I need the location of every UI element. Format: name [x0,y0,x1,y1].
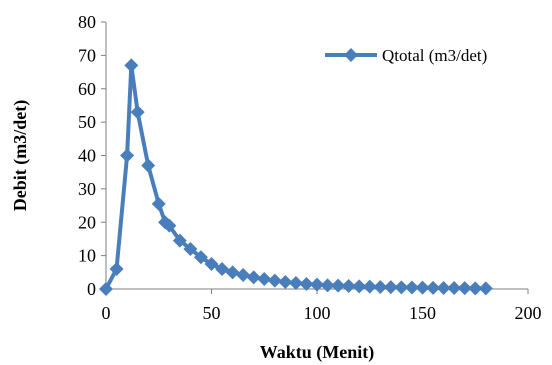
data-point [288,275,303,290]
data-point [257,271,272,286]
data-point [383,280,398,295]
x-axis-title: Waktu (Menit) [260,342,375,363]
y-tick-label: 50 [78,112,96,132]
data-point [436,280,451,295]
data-point [394,280,409,295]
data-point [124,58,139,73]
data-point [215,261,230,276]
data-point [246,270,261,285]
y-tick-label: 10 [78,246,96,266]
data-point [320,278,335,293]
data-point [109,261,124,276]
data-point [468,281,483,296]
y-tick-label: 40 [78,146,96,166]
x-axis-ticks: 0 50 100 150 200 [102,289,542,323]
y-axis-title: Debit (m3/det) [10,100,31,211]
data-point [478,281,493,296]
data-point [225,265,240,280]
x-tick-label: 50 [203,303,221,323]
y-tick-label: 60 [78,79,96,99]
x-tick-label: 200 [515,303,542,323]
data-point [267,273,282,288]
y-tick-label: 30 [78,179,96,199]
data-point [193,250,208,265]
data-point [172,233,187,248]
data-point [299,276,314,291]
data-point [415,280,430,295]
y-tick-label: 0 [87,279,96,299]
legend-label-qtotal: Qtotal (m3/det) [382,46,487,65]
data-point [310,277,324,292]
y-tick-label: 80 [78,12,96,32]
legend: Qtotal (m3/det) [325,46,487,65]
data-point [457,281,472,296]
data-point [362,279,377,294]
data-point [278,274,293,289]
data-point [204,256,219,271]
data-point [183,241,198,256]
data-point [341,278,356,293]
y-axis-ticks: 0 10 20 30 40 50 60 70 80 [78,12,106,299]
data-point [447,280,462,295]
data-point [331,278,346,293]
data-point [99,282,113,296]
data-point [373,279,388,294]
data-point [130,105,145,120]
data-point [120,148,135,163]
data-point [236,267,251,282]
data-point [404,280,419,295]
data-point [162,218,177,233]
x-tick-label: 100 [304,303,331,323]
series-line [104,63,488,291]
y-tick-label: 20 [78,212,96,232]
data-point [426,280,441,295]
data-point [141,158,156,173]
x-tick-label: 0 [102,303,111,323]
legend-diamond-marker [344,48,358,62]
x-tick-label: 150 [409,303,436,323]
series-layer [99,58,493,296]
y-tick-label: 70 [78,45,96,65]
data-point [352,279,367,294]
data-point [151,196,166,211]
